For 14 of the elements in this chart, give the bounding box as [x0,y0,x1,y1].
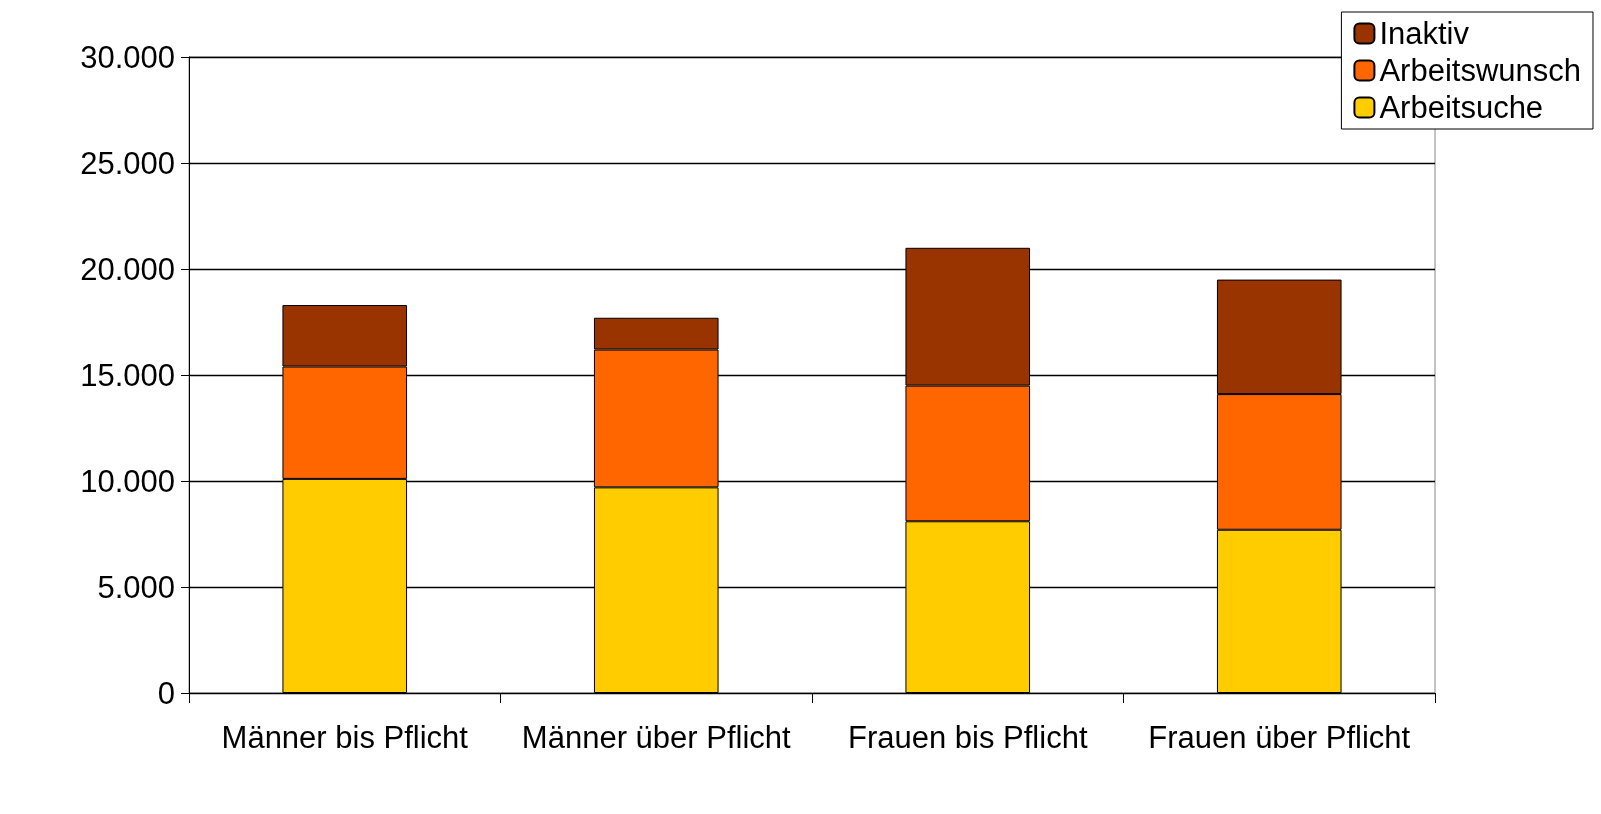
y-tick-label: 20.000 [80,251,175,287]
y-tick-label: 15.000 [80,357,175,393]
y-tick-label: 25.000 [80,145,175,181]
x-tick-label: Frauen bis Pflicht [848,719,1088,755]
y-tick-label: 0 [157,675,175,711]
y-tick-label: 5.000 [97,569,175,605]
legend-label: Inaktiv [1379,16,1470,51]
x-tick-label: Männer bis Pflicht [221,719,469,755]
legend-label: Arbeitswunsch [1379,53,1581,88]
x-tick-label: Männer über Pflicht [521,719,792,755]
x-tick-label: Frauen über Pflicht [1148,719,1411,755]
legend-label: Arbeitsuche [1379,90,1544,125]
y-tick-label: 10.000 [80,463,175,499]
y-tick-label: 30.000 [80,39,175,75]
